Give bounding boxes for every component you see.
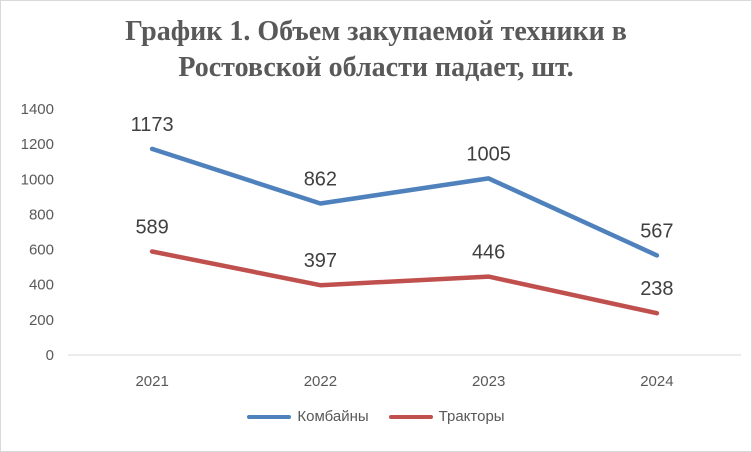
data-label: 238	[640, 278, 673, 300]
data-label: 589	[135, 217, 168, 239]
y-tick-label: 200	[29, 312, 54, 329]
data-label: 1005	[466, 143, 511, 165]
legend-swatch	[388, 414, 433, 419]
legend-item: Комбайны	[247, 408, 369, 425]
legend-label: Комбайны	[297, 408, 369, 425]
y-tick-label: 1200	[21, 136, 54, 153]
data-label: 397	[304, 250, 337, 272]
series-line	[149, 249, 660, 316]
data-label: 862	[304, 169, 337, 191]
y-tick-label: 600	[29, 242, 54, 259]
chart-title-line-1: График 1. Объем закупаемой техники в	[125, 16, 627, 47]
y-tick-label: 800	[29, 206, 54, 223]
y-tick-label: 0	[46, 347, 54, 364]
legend-swatch	[247, 414, 292, 419]
x-tick-label: 2024	[640, 373, 673, 390]
x-tick-label: 2021	[135, 373, 168, 390]
x-tick-label: 2023	[472, 373, 505, 390]
data-label: 446	[472, 242, 505, 264]
chart-title: График 1. Объем закупаемой техники в Рос…	[0, 14, 752, 86]
legend-item: Тракторы	[388, 408, 505, 425]
y-tick-label: 1400	[21, 101, 54, 118]
y-tick-label: 400	[29, 277, 54, 294]
chart-title-line-2: Ростовской области падает, шт.	[178, 52, 574, 83]
series-line	[149, 146, 660, 258]
x-tick-label: 2022	[304, 373, 337, 390]
y-tick-label: 1000	[21, 171, 54, 188]
legend: Комбайны Тракторы	[0, 408, 752, 425]
legend-label: Тракторы	[438, 408, 505, 425]
data-label: 1173	[131, 114, 174, 136]
data-label: 567	[640, 220, 673, 242]
